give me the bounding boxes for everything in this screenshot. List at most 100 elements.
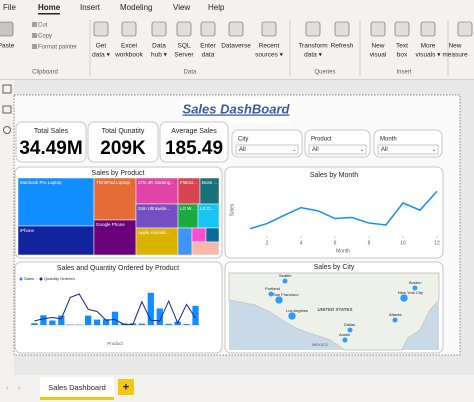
- ribbon-button[interactable]: measure: [442, 52, 468, 59]
- button-icon[interactable]: [0, 21, 14, 37]
- ribbon-button[interactable]: sources ▾: [255, 52, 284, 59]
- slicer-label: Month: [380, 137, 397, 143]
- tab[interactable]: [40, 377, 114, 399]
- treemap-tile[interactable]: [135, 177, 179, 205]
- treemap-tile[interactable]: [191, 241, 220, 256]
- city-bubble[interactable]: [346, 326, 354, 334]
- menu-tab[interactable]: Insert: [80, 3, 101, 12]
- menu-tab[interactable]: Modeling: [120, 3, 152, 12]
- city-bubble[interactable]: [341, 336, 349, 344]
- ribbon-button[interactable]: Transform: [298, 43, 327, 50]
- bar: [102, 319, 110, 325]
- axis-label: Sales: [229, 203, 235, 216]
- ribbon-button[interactable]: Excel: [121, 43, 137, 50]
- ribbon-button[interactable]: Recent: [259, 43, 280, 50]
- ribbon-button[interactable]: visual: [370, 52, 387, 59]
- land: [228, 272, 440, 351]
- ribbon-button[interactable]: New: [448, 43, 461, 50]
- ribbon-button[interactable]: Paste: [0, 43, 15, 50]
- tab-nav[interactable]: ‹: [6, 385, 9, 392]
- menu-tab[interactable]: Help: [208, 3, 225, 12]
- ribbon-button[interactable]: data ▾: [304, 52, 322, 59]
- slicer-dropdown[interactable]: [235, 144, 299, 155]
- ribbon-button[interactable]: Enter: [200, 43, 216, 50]
- menu-tab[interactable]: View: [173, 3, 190, 12]
- ribbon-button[interactable]: Copy: [38, 34, 52, 40]
- city-bubble[interactable]: [411, 284, 419, 292]
- add-tab-label[interactable]: +: [123, 381, 129, 393]
- menu-tab[interactable]: File: [3, 3, 16, 12]
- ribbon-button[interactable]: Cut: [38, 23, 48, 29]
- slicer-dropdown[interactable]: [377, 144, 439, 155]
- treemap-tile[interactable]: [17, 177, 95, 227]
- ribbon-button[interactable]: More: [421, 43, 436, 50]
- ribbon-button[interactable]: visuals ▾: [416, 52, 442, 59]
- treemap-label: LG W...: [180, 206, 195, 211]
- button-icon[interactable]: [394, 21, 410, 37]
- ribbon-button[interactable]: Text: [396, 43, 408, 50]
- button-icon[interactable]: [420, 21, 436, 37]
- button-icon[interactable]: [200, 21, 216, 37]
- city-bubble[interactable]: [281, 277, 289, 285]
- button-icon[interactable]: [93, 21, 109, 37]
- x-tick-label: 10: [400, 240, 406, 246]
- ribbon-button[interactable]: data: [202, 52, 215, 59]
- city-bubble[interactable]: [267, 290, 275, 298]
- tab-label[interactable]: Sales Dashboard: [48, 383, 106, 392]
- small-icon: [32, 33, 37, 38]
- ribbon-button[interactable]: hub ▾: [151, 52, 168, 59]
- ribbon-button[interactable]: New: [371, 43, 384, 50]
- city-bubble[interactable]: [391, 316, 399, 324]
- button-icon[interactable]: [121, 21, 137, 37]
- treemap-label: 27in 4K Gaming...: [138, 180, 174, 185]
- ribbon-button[interactable]: box: [397, 52, 408, 59]
- button-icon[interactable]: [334, 21, 350, 37]
- ribbon-bg: [0, 0, 474, 80]
- button-icon[interactable]: [370, 21, 386, 37]
- ribbon-button[interactable]: Dataverse: [221, 43, 251, 50]
- legend-label: Quantity Ordered: [44, 276, 75, 281]
- ribbon-button[interactable]: Refresh: [331, 43, 354, 50]
- slicer-dropdown[interactable]: [308, 144, 367, 155]
- table-view-icon[interactable]: [2, 105, 12, 114]
- axis-label: Month: [336, 248, 350, 254]
- sidebar: [0, 80, 14, 375]
- city-label: Atlanta: [389, 312, 402, 317]
- treemap-label: 34in Ultrawide...: [138, 206, 170, 211]
- ribbon-button[interactable]: Server: [174, 52, 194, 59]
- slicer-value: All: [312, 147, 319, 153]
- city-bubble[interactable]: [287, 311, 297, 321]
- visual-title: Sales by City: [314, 264, 355, 271]
- treemap-tile[interactable]: [93, 219, 137, 256]
- ribbon-button[interactable]: Get: [96, 43, 107, 50]
- ribbon-button[interactable]: workbook: [114, 52, 144, 59]
- treemap-tile[interactable]: [135, 203, 179, 229]
- treemap-label: Google Phone: [96, 222, 125, 227]
- kpi-label: Total Qunatity: [102, 128, 145, 135]
- treemap-tile[interactable]: [93, 177, 137, 221]
- ribbon-button[interactable]: Format painter: [38, 45, 77, 51]
- treemap-tile[interactable]: [205, 227, 220, 243]
- treemap-tile[interactable]: [135, 227, 179, 256]
- report-view-icon[interactable]: [2, 84, 12, 94]
- city-label: Boston: [409, 280, 421, 285]
- button-icon[interactable]: [151, 21, 167, 37]
- legend-marker: [39, 277, 43, 281]
- tab-nav[interactable]: ›: [18, 385, 21, 392]
- ribbon-button[interactable]: SQL: [177, 43, 190, 50]
- button-icon[interactable]: [457, 21, 473, 37]
- add-tab-button[interactable]: [118, 379, 134, 395]
- city-bubble[interactable]: [399, 293, 409, 303]
- city-bubble[interactable]: [274, 295, 284, 305]
- treemap-tile[interactable]: [191, 227, 207, 243]
- button-icon[interactable]: [228, 21, 244, 37]
- button-icon[interactable]: [176, 21, 192, 37]
- ribbon-button[interactable]: data ▾: [92, 52, 110, 59]
- treemap-tile[interactable]: [17, 225, 95, 256]
- treemap-tile[interactable]: [177, 227, 193, 256]
- button-icon[interactable]: [305, 21, 321, 37]
- button-icon[interactable]: [261, 21, 277, 37]
- menu-tab[interactable]: Home: [38, 3, 61, 12]
- model-view-icon[interactable]: [3, 126, 11, 134]
- ribbon-button[interactable]: Data: [152, 43, 166, 50]
